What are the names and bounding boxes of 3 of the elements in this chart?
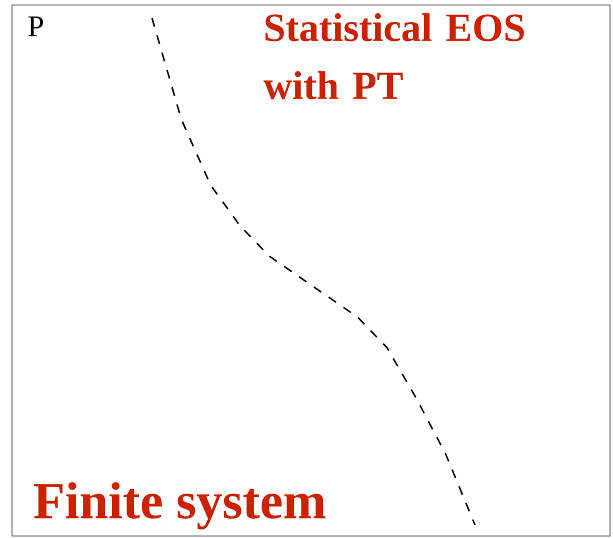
annotation: Finite system [34, 482, 326, 530]
annotation: Statistical EOS with PT [263, 13, 524, 100]
y-axis-title: P [28, 16, 43, 36]
